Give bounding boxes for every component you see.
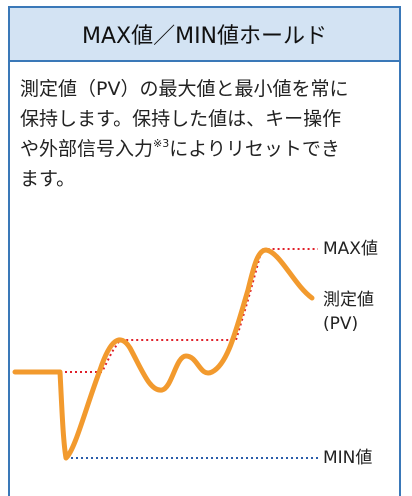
pv-label: 測定値 (323, 290, 374, 310)
text: や外部信号入力 (20, 138, 154, 160)
pv-sub-label: (PV) (323, 314, 358, 334)
text: によりリセットでき (169, 138, 340, 160)
max-hold-line (60, 248, 318, 373)
text-line: ます。 (20, 168, 76, 190)
text-line: や外部信号入力※3によりリセットでき (20, 132, 348, 162)
text-line: 保持します。保持した値は、キー操作 (20, 108, 342, 130)
header-title: MAX値／MIN値ホールド (10, 8, 399, 62)
text-line: 測定値（PV）の最大値と最小値を常に (20, 78, 349, 100)
description: 測定値（PV）の最大値と最小値を常に 保持します。保持した値は、キー操作 や外部… (20, 72, 348, 192)
pv-curve (12, 247, 315, 461)
footnote-ref: ※3 (153, 137, 170, 150)
max-label: MAX値 (323, 239, 378, 259)
min-label: MIN値 (323, 448, 372, 468)
panel: MAX値／MIN値ホールド (8, 6, 401, 496)
